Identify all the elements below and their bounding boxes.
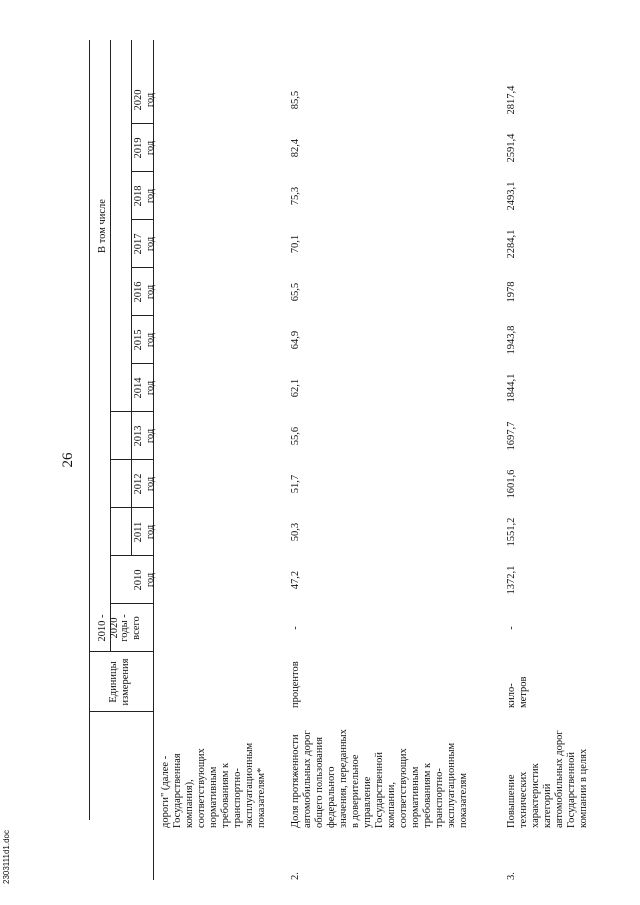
header-year-2016: 2016 год	[133, 281, 156, 303]
subheader-rule	[131, 40, 132, 556]
header-total: годы - всего	[119, 614, 142, 642]
header-year-2011: 2011 год	[133, 521, 156, 543]
row-3-value-2019: 2591,4	[506, 133, 517, 163]
row-2-unit: процентов	[290, 661, 301, 708]
rotated-page: 26 Единицы измерения 2010 - 2020 годы - …	[40, 40, 600, 880]
page-number: 26	[60, 452, 76, 468]
row-2-number: 2.	[290, 872, 301, 880]
header-year-2018: 2018 год	[133, 185, 156, 207]
row-3-value-2018: 2493,1	[506, 181, 517, 211]
header-year-2019: 2019 год	[133, 137, 156, 159]
row-2-value-2012: 51,7	[290, 474, 301, 494]
header-year-2012: 2012 год	[133, 473, 156, 495]
header-year-2017: 2017 год	[133, 233, 156, 255]
row-3-value-2016: 1978	[506, 281, 517, 303]
row-3-value-2013: 1697,7	[506, 421, 517, 451]
row-2-value-2017: 70,1	[290, 234, 301, 254]
row-2-value-2011: 50,3	[290, 522, 301, 542]
footer-filename: 2303111d1.doc	[2, 830, 11, 884]
row-3-value-2011: 1551,2	[506, 517, 517, 547]
row-3-indicator-name: Повышение технических характеристик кате…	[506, 730, 589, 828]
row-2-indicator-name: Доля протяженности автомобильных дорог о…	[290, 729, 469, 828]
row-2-value-2013: 55,6	[290, 426, 301, 446]
header-year-2014: 2014 год	[133, 377, 156, 399]
row-3-value-2015: 1943,8	[506, 325, 517, 355]
period-header-rule	[110, 40, 111, 652]
row-2-value-2019: 82,4	[290, 138, 301, 158]
row-3-value-2014: 1844,1	[506, 373, 517, 403]
header-units: Единицы измерения	[108, 658, 131, 706]
header-year-2020: 2020 год	[133, 89, 156, 111]
row-3-value-2012: 1601,6	[506, 469, 517, 499]
row-3-value-2017: 2284,1	[506, 229, 517, 259]
row-2-value-2014: 62,1	[290, 378, 301, 398]
row-3-value-2010: 1372,1	[506, 565, 517, 595]
table-top-border	[89, 40, 90, 820]
header-year-2013: 2013 год	[133, 425, 156, 447]
row-2-value-2010: 47,2	[290, 570, 301, 590]
row-2-total: -	[290, 626, 301, 630]
row-2-value-2015: 64,9	[290, 330, 301, 350]
row-2-value-2020: 85,5	[290, 90, 301, 110]
header-period: 2010 - 2020	[97, 614, 120, 642]
row-2-value-2016: 65,5	[290, 282, 301, 302]
header-year-2010: 2010 год	[133, 569, 156, 591]
row-3-value-2020: 2817,4	[506, 85, 517, 115]
header-year-2015: 2015 год	[133, 329, 156, 351]
header-in-that-number: В том числе	[97, 199, 108, 253]
row-1-indicator-name: дороги" (далее - Государственная компани…	[160, 742, 267, 828]
row-3-total: -	[506, 626, 517, 630]
row-2-value-2018: 75,3	[290, 186, 301, 206]
row-3-unit: кило- метров	[506, 676, 529, 708]
row-3-number: 3.	[506, 872, 517, 880]
